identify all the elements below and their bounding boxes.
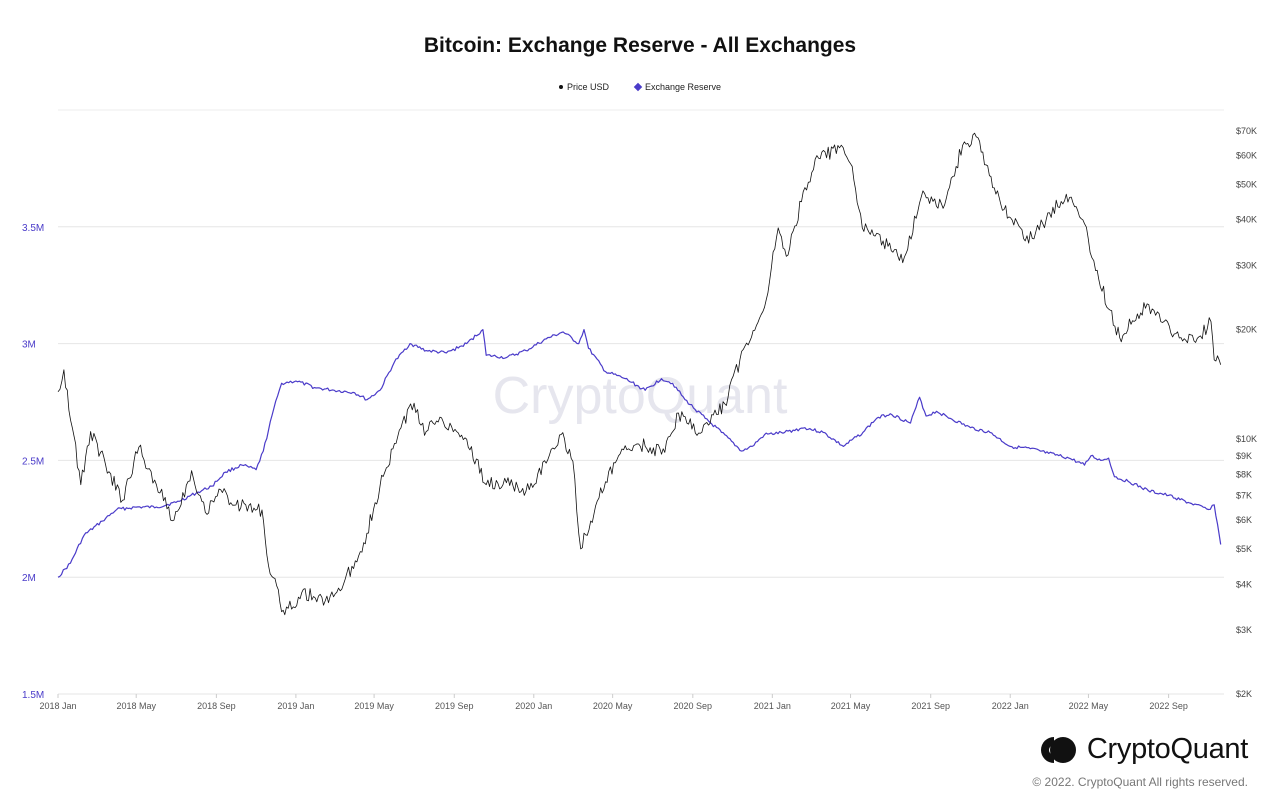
right-tick-label: $7K xyxy=(1236,491,1252,501)
right-axis: $2K $3K $4K $5K $6K $7K $8K $9K $10K $20K $30K $40K… xyxy=(1236,126,1257,699)
right-tick-label: $50K xyxy=(1236,179,1257,189)
right-tick-label: $8K xyxy=(1236,470,1252,480)
right-tick-label: $30K xyxy=(1236,260,1257,270)
x-tick-label: 2020 Jan xyxy=(515,701,552,711)
x-tick-label: 2021 May xyxy=(831,701,871,711)
x-tick-label: 2021 Jan xyxy=(754,701,791,711)
x-tick-label: 2020 May xyxy=(593,701,633,711)
right-tick-label: $70K xyxy=(1236,126,1257,136)
right-tick-label: $10K xyxy=(1236,434,1257,444)
x-tick-label: 2021 Sep xyxy=(911,701,950,711)
left-axis: 1.5M 2M 2.5M 3M 3.5M xyxy=(22,223,44,701)
x-tick-label: 2018 May xyxy=(116,701,156,711)
x-tick-label: 2019 Sep xyxy=(435,701,474,711)
cryptoquant-logo: CryptoQuant xyxy=(1040,733,1248,766)
right-tick-label: $3K xyxy=(1236,625,1252,635)
x-tick-label: 2022 Jan xyxy=(992,701,1029,711)
x-tick-label: 2019 Jan xyxy=(277,701,314,711)
legend-label-reserve: Exchange Reserve xyxy=(644,82,722,92)
copyright-text: © 2022. CryptoQuant All rights reserved. xyxy=(1032,775,1248,789)
right-tick-label: $20K xyxy=(1236,324,1257,334)
left-tick-label: 3M xyxy=(22,340,36,351)
x-tick-label: 2022 May xyxy=(1069,701,1109,711)
left-tick-label: 3.5M xyxy=(22,223,44,234)
series-group xyxy=(57,132,1222,616)
left-tick-label: 2.5M xyxy=(22,456,44,467)
series-line-exchange-reserve xyxy=(57,329,1222,578)
legend: Price USD Exchange Reserve xyxy=(0,82,1280,92)
right-tick-label: $2K xyxy=(1236,689,1252,699)
left-tick-label: 1.5M xyxy=(22,690,44,701)
x-axis: 2018 Jan 2018 May 2018 Sep 2019 Jan 2019 May… xyxy=(39,694,1188,711)
right-tick-label: $40K xyxy=(1236,215,1257,225)
legend-label-price: Price USD xyxy=(566,82,609,92)
watermark-text: CryptoQuant xyxy=(493,367,788,425)
right-tick-label: $5K xyxy=(1236,544,1252,554)
cryptoquant-logo-icon xyxy=(1040,736,1076,763)
legend-item-reserve[interactable]: Exchange Reserve xyxy=(633,82,722,92)
left-tick-label: 2M xyxy=(22,573,36,584)
chart-title: Bitcoin: Exchange Reserve - All Exchange… xyxy=(423,34,857,57)
x-tick-label: 2018 Jan xyxy=(39,701,76,711)
grid xyxy=(58,109,1224,695)
chart-svg: CryptoQuant 1.5M 2M 2.5M 3M 3.5M $2K $3K $4K $5… xyxy=(22,109,1257,711)
x-tick-label: 2018 Sep xyxy=(197,701,236,711)
right-tick-label: $60K xyxy=(1236,151,1257,161)
x-tick-label: 2019 May xyxy=(354,701,394,711)
right-tick-label: $9K xyxy=(1236,451,1252,461)
legend-dot-icon xyxy=(558,85,563,89)
x-tick-label: 2022 Sep xyxy=(1149,701,1188,711)
right-tick-label: $4K xyxy=(1236,579,1252,589)
x-tick-label: 2020 Sep xyxy=(674,701,713,711)
series-line-price-usd xyxy=(57,132,1222,616)
brand-name: CryptoQuant xyxy=(1086,733,1248,765)
legend-item-price[interactable]: Price USD xyxy=(558,82,609,92)
right-tick-label: $6K xyxy=(1236,515,1252,525)
